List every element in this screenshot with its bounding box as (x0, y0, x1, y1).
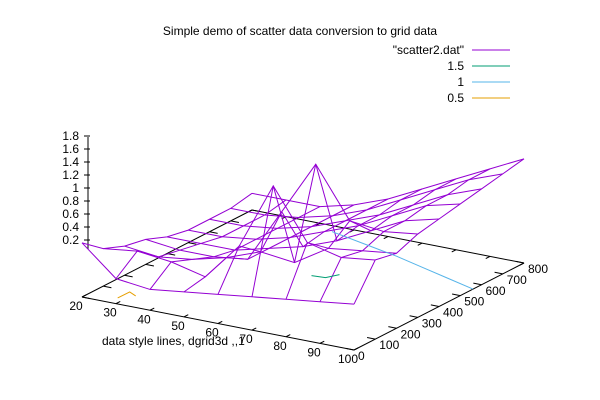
y-tick-mark (345, 347, 355, 351)
y-tick-mark (430, 304, 440, 307)
mesh-line-x80 (285, 178, 457, 300)
x-tick-label: 90 (307, 345, 321, 359)
y-tick-label: 100 (379, 338, 399, 352)
z-tick-label: 0.2 (62, 233, 79, 247)
y-tick-label: 700 (507, 273, 527, 287)
y-tick-mark (473, 282, 482, 286)
contour-lines (117, 231, 474, 299)
x-tick-mark (183, 314, 189, 318)
legend-label: "scatter2.dat" (393, 43, 464, 57)
y-tick-mark-back (230, 220, 240, 223)
z-tick-label: 1 (72, 181, 79, 195)
mesh-line-x40 (149, 206, 321, 290)
mesh-line-x90 (319, 168, 491, 302)
x-tick-label: 80 (273, 339, 287, 353)
mesh-line-x30 (115, 199, 287, 279)
x-tick-label: 60 (205, 326, 219, 340)
y-tick-mark-back (209, 231, 218, 234)
x-tick-label: 70 (239, 332, 253, 346)
legend-label: 1.5 (447, 59, 464, 73)
contour-line-1 (331, 231, 474, 290)
y-tick-label: 500 (464, 295, 484, 309)
x-tick-mark (285, 334, 291, 338)
y-tick-label: 0 (358, 349, 365, 363)
y-tick-mark-back (145, 263, 155, 267)
y-tick-mark (366, 337, 376, 340)
mesh-line-x70 (251, 164, 423, 297)
y-tick-mark (388, 326, 397, 329)
x-tick-label: 40 (137, 312, 151, 326)
z-tick-label: 0.6 (62, 207, 79, 221)
y-tick-label: 800 (528, 262, 548, 276)
mesh-line-x50 (183, 204, 355, 293)
z-tick-label: 1.4 (62, 155, 79, 169)
x-tick-mark (353, 347, 359, 351)
x-tick-mark (149, 307, 155, 311)
surface-mesh (81, 158, 525, 305)
z-tick-label: 1.2 (62, 168, 79, 182)
x-tick-label: 20 (69, 299, 83, 313)
y-tick-mark-back (188, 242, 197, 245)
y-tick-label: 600 (486, 284, 506, 298)
x-tick-mark-back (417, 242, 423, 246)
legend-label: 0.5 (447, 91, 464, 105)
x-axis-label: data style lines, dgrid3d ,,1 (102, 334, 245, 348)
contour-line-0-5 (117, 291, 136, 299)
legend-label: 1 (457, 75, 464, 89)
mesh-line-x20 (81, 192, 253, 250)
y-tick-mark (494, 271, 503, 275)
x-tick-label: 30 (103, 306, 117, 320)
z-tick-label: 1.8 (62, 129, 79, 143)
z-tick-label: 1.6 (62, 142, 79, 156)
x-tick-mark (115, 301, 121, 305)
y-tick-mark (409, 315, 418, 318)
y-tick-label: 300 (422, 316, 442, 330)
x-tick-mark (217, 320, 223, 324)
x-tick-label: 50 (171, 319, 185, 333)
y-tick-mark-back (81, 296, 91, 300)
axes: 20 30 40 50 60 70 80 90 100 010020030040050060070… (62, 129, 548, 366)
mesh-line-x100 (353, 158, 525, 305)
y-tick-mark-back (103, 285, 112, 289)
chart-title: Simple demo of scatter data conversion t… (163, 24, 437, 38)
z-tick-label: 0.8 (62, 194, 79, 208)
x-tick-mark-back (485, 255, 491, 259)
y-tick-mark (515, 260, 525, 264)
y-tick-mark-back (124, 274, 133, 278)
mesh-line-x60 (217, 198, 389, 295)
legend: "scatter2.dat" 1.5 1 0.5 (393, 43, 510, 105)
x-tick-mark (251, 327, 257, 331)
x-tick-mark-back (315, 222, 321, 226)
contour-line-1-5 (311, 274, 340, 279)
y-tick-label: 400 (443, 306, 463, 320)
y-tick-mark (451, 293, 461, 297)
y-tick-label: 200 (401, 327, 421, 341)
x-tick-mark-back (383, 236, 389, 240)
x-tick-label: 100 (338, 352, 358, 366)
x-tick-mark-back (451, 249, 457, 253)
x-tick-mark (319, 340, 325, 344)
z-tick-label: 0.4 (62, 220, 79, 234)
